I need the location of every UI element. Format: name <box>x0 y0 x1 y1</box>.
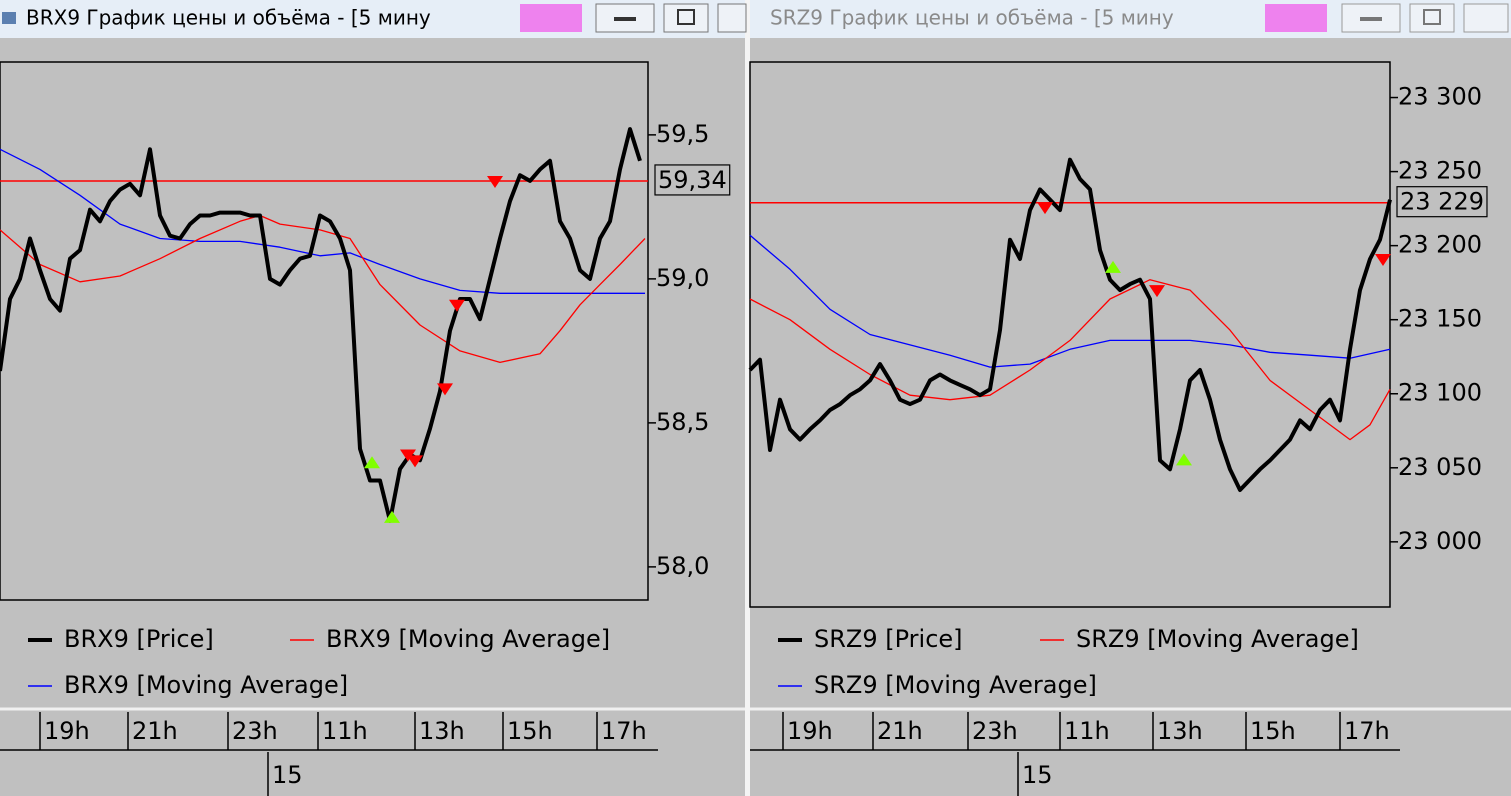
price-line <box>748 157 1392 492</box>
legend-label: BRX9 [Moving Average] <box>326 625 610 653</box>
close-button[interactable] <box>717 3 747 33</box>
minimize-icon <box>1360 17 1382 21</box>
y-tick-label: 23 000 <box>1398 527 1482 555</box>
moving-average-line <box>749 234 1391 368</box>
sell-signal <box>407 455 423 468</box>
maximize-button[interactable] <box>1409 3 1455 33</box>
y-tick-label: 58,5 <box>656 408 709 436</box>
date-label: 15 <box>272 761 303 789</box>
x-tick-label: 21h <box>132 717 178 745</box>
x-tick-label: 21h <box>877 717 923 745</box>
date-label: 15 <box>1022 761 1053 789</box>
moving-average-line <box>0 214 646 364</box>
close-button[interactable] <box>1463 3 1509 33</box>
y-tick-label: 59,5 <box>656 120 709 148</box>
y-tick-label: 58,0 <box>656 552 709 580</box>
left-buttons[interactable] <box>520 3 747 33</box>
x-tick-label: 19h <box>787 717 833 745</box>
x-tick-label: 23h <box>972 717 1018 745</box>
last-price-label: 59,34 <box>658 166 727 194</box>
x-tick-label: 11h <box>322 717 368 745</box>
y-tick-label: 23 050 <box>1398 453 1482 481</box>
sell-signal <box>487 175 503 188</box>
title-bars <box>0 0 1511 38</box>
y-tick-label: 59,0 <box>656 264 709 292</box>
legend-label: SRZ9 [Moving Average] <box>814 671 1097 699</box>
x-tick-label: 19h <box>44 717 90 745</box>
x-tick-label: 11h <box>1064 717 1110 745</box>
y-tick-label: 23 100 <box>1398 379 1482 407</box>
link-button[interactable] <box>1265 4 1327 32</box>
legend-label: BRX9 [Price] <box>64 625 214 653</box>
sell-signal <box>437 383 453 396</box>
last-price-label: 23 229 <box>1400 188 1484 216</box>
y-tick-label: 23 150 <box>1398 305 1482 333</box>
x-tick-label: 13h <box>419 717 465 745</box>
buy-signal <box>1176 453 1192 466</box>
sell-signal <box>1149 285 1165 298</box>
buy-signal <box>364 456 380 469</box>
last-price-box <box>654 164 731 196</box>
legend-label: SRZ9 [Moving Average] <box>1076 625 1359 653</box>
last-price-box <box>1396 186 1488 218</box>
x-tick-label: 17h <box>1344 717 1390 745</box>
minimize-icon <box>614 17 636 21</box>
window-icon <box>2 12 16 24</box>
maximize-icon <box>1423 9 1441 25</box>
y-tick-label: 23 300 <box>1398 83 1482 111</box>
x-tick-label: 23h <box>232 717 278 745</box>
y-tick-label: 23 200 <box>1398 231 1482 259</box>
maximize-button[interactable] <box>663 3 709 33</box>
moving-average-line <box>0 148 645 294</box>
window-title: BRX9 График цены и объёма - [5 мину <box>26 6 431 30</box>
sell-signal <box>449 299 465 312</box>
plot-area <box>749 61 1391 608</box>
y-tick-label: 23 250 <box>1398 157 1482 185</box>
sell-signal <box>1037 202 1053 215</box>
x-tick-label: 13h <box>1157 717 1203 745</box>
maximize-icon <box>677 9 695 25</box>
x-tick-label: 17h <box>601 717 647 745</box>
right-buttons[interactable] <box>1265 3 1509 33</box>
legend-label: SRZ9 [Price] <box>814 625 963 653</box>
x-tick-label: 15h <box>507 717 553 745</box>
legend-label: BRX9 [Moving Average] <box>64 671 348 699</box>
link-button[interactable] <box>520 4 582 32</box>
sell-signal <box>1375 253 1391 266</box>
buy-signal <box>1105 260 1121 273</box>
window-gap <box>745 0 750 796</box>
plot-area <box>0 61 649 601</box>
buy-signal <box>384 510 400 523</box>
window-title: SRZ9 График цены и объёма - [5 мину <box>770 6 1174 30</box>
price-line <box>0 127 642 523</box>
x-tick-label: 15h <box>1250 717 1296 745</box>
